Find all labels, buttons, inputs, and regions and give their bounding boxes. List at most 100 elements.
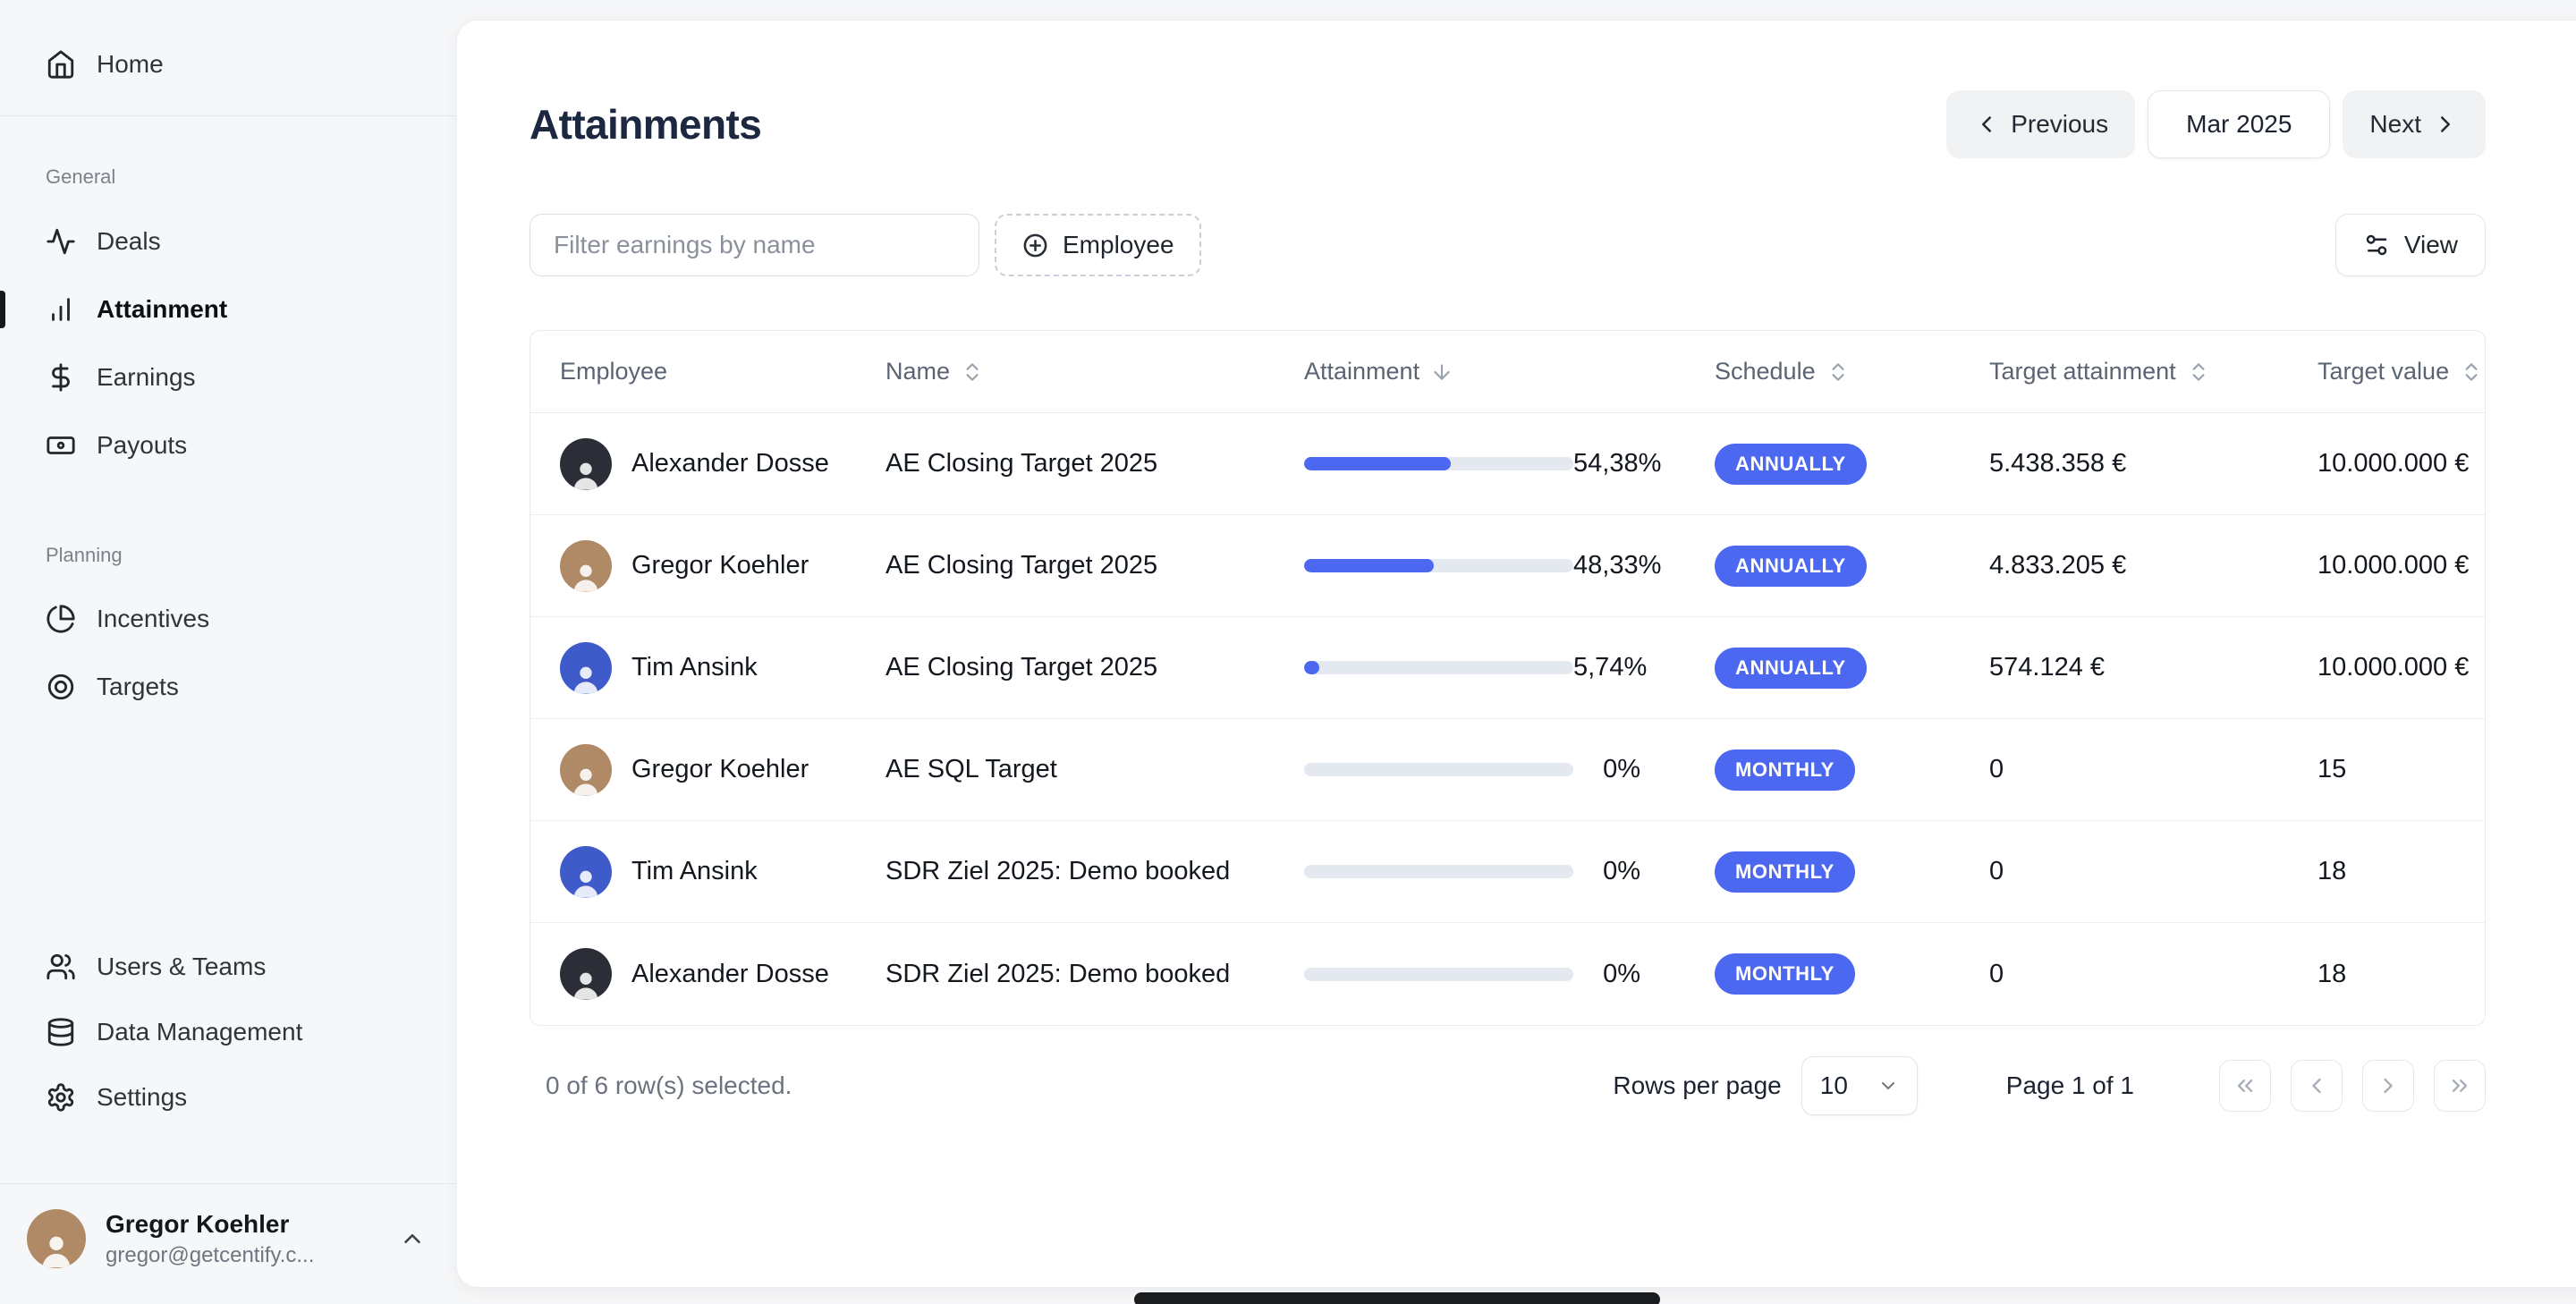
sidebar-item-payouts[interactable]: Payouts bbox=[0, 411, 456, 479]
user-meta: Gregor Koehler gregor@getcentify.c... bbox=[106, 1210, 314, 1268]
first-page-button[interactable] bbox=[2219, 1060, 2271, 1112]
view-label: View bbox=[2403, 231, 2458, 258]
chevron-right-icon bbox=[2376, 1073, 2401, 1098]
table-row[interactable]: Tim Ansink AE Closing Target 2025 5,74% … bbox=[530, 617, 2485, 719]
sidebar-item-label: Payouts bbox=[97, 431, 188, 459]
avatar bbox=[27, 1209, 86, 1268]
users-icon bbox=[46, 952, 76, 982]
column-header-name[interactable]: Name bbox=[886, 358, 1304, 385]
chevrons-right-icon bbox=[2447, 1073, 2472, 1098]
database-icon bbox=[46, 1017, 76, 1047]
progress-fill bbox=[1304, 559, 1435, 572]
progress-bar bbox=[1304, 559, 1573, 572]
sidebar-divider bbox=[0, 115, 456, 116]
column-label: Name bbox=[886, 358, 951, 385]
home-indicator-bar bbox=[1134, 1292, 1660, 1304]
sidebar-item-label: Attainment bbox=[97, 295, 228, 323]
target-value: 10.000.000 € bbox=[2318, 653, 2470, 682]
table-row[interactable]: Gregor Koehler AE SQL Target 0% MONTHLY … bbox=[530, 719, 2485, 821]
user-menu[interactable]: Gregor Koehler gregor@getcentify.c... bbox=[0, 1184, 456, 1304]
bar-chart-icon bbox=[46, 294, 76, 325]
target-name: AE Closing Target 2025 bbox=[886, 449, 1158, 478]
last-page-button[interactable] bbox=[2434, 1060, 2486, 1112]
sidebar-item-attainment[interactable]: Attainment bbox=[0, 275, 456, 343]
view-button[interactable]: View bbox=[2334, 214, 2486, 276]
sort-icon bbox=[2460, 360, 2483, 384]
sidebar-section-planning: Planning bbox=[46, 544, 123, 566]
schedule-cell: ANNUALLY bbox=[1715, 443, 1989, 485]
sidebar-item-deals[interactable]: Deals bbox=[0, 207, 456, 275]
target-value: 10.000.000 € bbox=[2318, 551, 2470, 580]
previous-page-button[interactable] bbox=[2291, 1060, 2343, 1112]
column-header-employee[interactable]: Employee bbox=[560, 358, 886, 385]
column-header-target-value[interactable]: Target value bbox=[2318, 358, 2485, 385]
employee-name: Tim Ansink bbox=[631, 653, 758, 682]
attainment-percentage: 5,74% bbox=[1573, 653, 1648, 682]
sidebar-item-settings[interactable]: Settings bbox=[0, 1064, 456, 1130]
target-value: 15 bbox=[2318, 755, 2347, 783]
employee-name: Tim Ansink bbox=[631, 857, 758, 885]
column-label: Target value bbox=[2318, 358, 2450, 385]
attainments-table: Employee Name Attainment Schedule bbox=[530, 330, 2486, 1026]
sidebar-item-users-teams[interactable]: Users & Teams bbox=[0, 934, 456, 999]
period-selector[interactable]: Mar 2025 bbox=[2148, 90, 2331, 158]
next-button[interactable]: Next bbox=[2343, 90, 2486, 158]
chevrons-left-icon bbox=[2233, 1073, 2258, 1098]
employee-filter-label: Employee bbox=[1063, 231, 1174, 258]
target-value: 18 bbox=[2318, 857, 2347, 885]
column-label: Attainment bbox=[1304, 358, 1420, 385]
sidebar-item-incentives[interactable]: Incentives bbox=[0, 585, 456, 653]
column-header-schedule[interactable]: Schedule bbox=[1715, 358, 1989, 385]
table-row[interactable]: Gregor Koehler AE Closing Target 2025 48… bbox=[530, 515, 2485, 617]
schedule-cell: ANNUALLY bbox=[1715, 647, 1989, 689]
table-body: Alexander Dosse AE Closing Target 2025 5… bbox=[530, 413, 2485, 1025]
home-icon bbox=[46, 49, 76, 80]
sidebar-item-label: Targets bbox=[97, 673, 179, 700]
target-attainment-value: 5.438.358 € bbox=[1989, 449, 2127, 478]
target-attainment-value: 574.124 € bbox=[1989, 653, 2106, 682]
target-value: 10.000.000 € bbox=[2318, 449, 2470, 478]
sort-icon bbox=[1826, 360, 1850, 384]
progress-bar bbox=[1304, 661, 1573, 674]
gear-icon bbox=[46, 1082, 76, 1113]
table-row[interactable]: Tim Ansink SDR Ziel 2025: Demo booked 0%… bbox=[530, 821, 2485, 923]
employee-name: Alexander Dosse bbox=[631, 959, 829, 988]
filter-input[interactable] bbox=[530, 214, 979, 276]
previous-button[interactable]: Previous bbox=[1946, 90, 2136, 158]
table-header-row: Employee Name Attainment Schedule bbox=[530, 331, 2485, 413]
attainment-cell: 0% bbox=[1304, 857, 1715, 886]
dollar-icon bbox=[46, 362, 76, 393]
column-header-attainment[interactable]: Attainment bbox=[1304, 358, 1715, 385]
rows-per-page-select[interactable]: 10 bbox=[1801, 1056, 1918, 1115]
activity-icon bbox=[46, 226, 76, 257]
sidebar-item-data-management[interactable]: Data Management bbox=[0, 999, 456, 1064]
attainment-cell: 5,74% bbox=[1304, 653, 1715, 682]
avatar bbox=[560, 539, 612, 592]
sidebar-item-label: Data Management bbox=[97, 1017, 303, 1046]
attainment-percentage: 0% bbox=[1603, 959, 1640, 988]
table-row[interactable]: Alexander Dosse AE Closing Target 2025 5… bbox=[530, 413, 2485, 515]
schedule-badge: MONTHLY bbox=[1715, 749, 1855, 791]
sort-icon bbox=[2187, 360, 2210, 384]
next-page-button[interactable] bbox=[2362, 1060, 2414, 1112]
attainment-percentage: 54,38% bbox=[1573, 449, 1662, 478]
schedule-cell: MONTHLY bbox=[1715, 749, 1989, 791]
employee-name: Alexander Dosse bbox=[631, 449, 829, 478]
sidebar: Home General Deals Attainment Earnings bbox=[0, 0, 456, 1304]
sidebar-item-home[interactable]: Home bbox=[0, 30, 456, 98]
attainment-cell: 54,38% bbox=[1304, 449, 1715, 478]
target-name: SDR Ziel 2025: Demo booked bbox=[886, 959, 1231, 988]
sidebar-item-earnings[interactable]: Earnings bbox=[0, 343, 456, 411]
pie-chart-icon bbox=[46, 604, 76, 634]
target-attainment-value: 0 bbox=[1989, 959, 2004, 988]
employee-filter-button[interactable]: Employee bbox=[995, 214, 1201, 276]
avatar bbox=[560, 641, 612, 694]
table-row[interactable]: Alexander Dosse SDR Ziel 2025: Demo book… bbox=[530, 923, 2485, 1025]
table-footer: 0 of 6 row(s) selected. Rows per page 10… bbox=[530, 1056, 2486, 1115]
schedule-badge: ANNUALLY bbox=[1715, 443, 1867, 485]
column-header-target-attainment[interactable]: Target attainment bbox=[1989, 358, 2318, 385]
sidebar-item-targets[interactable]: Targets bbox=[0, 653, 456, 721]
chevron-right-icon bbox=[2432, 111, 2459, 138]
attainment-percentage: 0% bbox=[1603, 755, 1640, 783]
